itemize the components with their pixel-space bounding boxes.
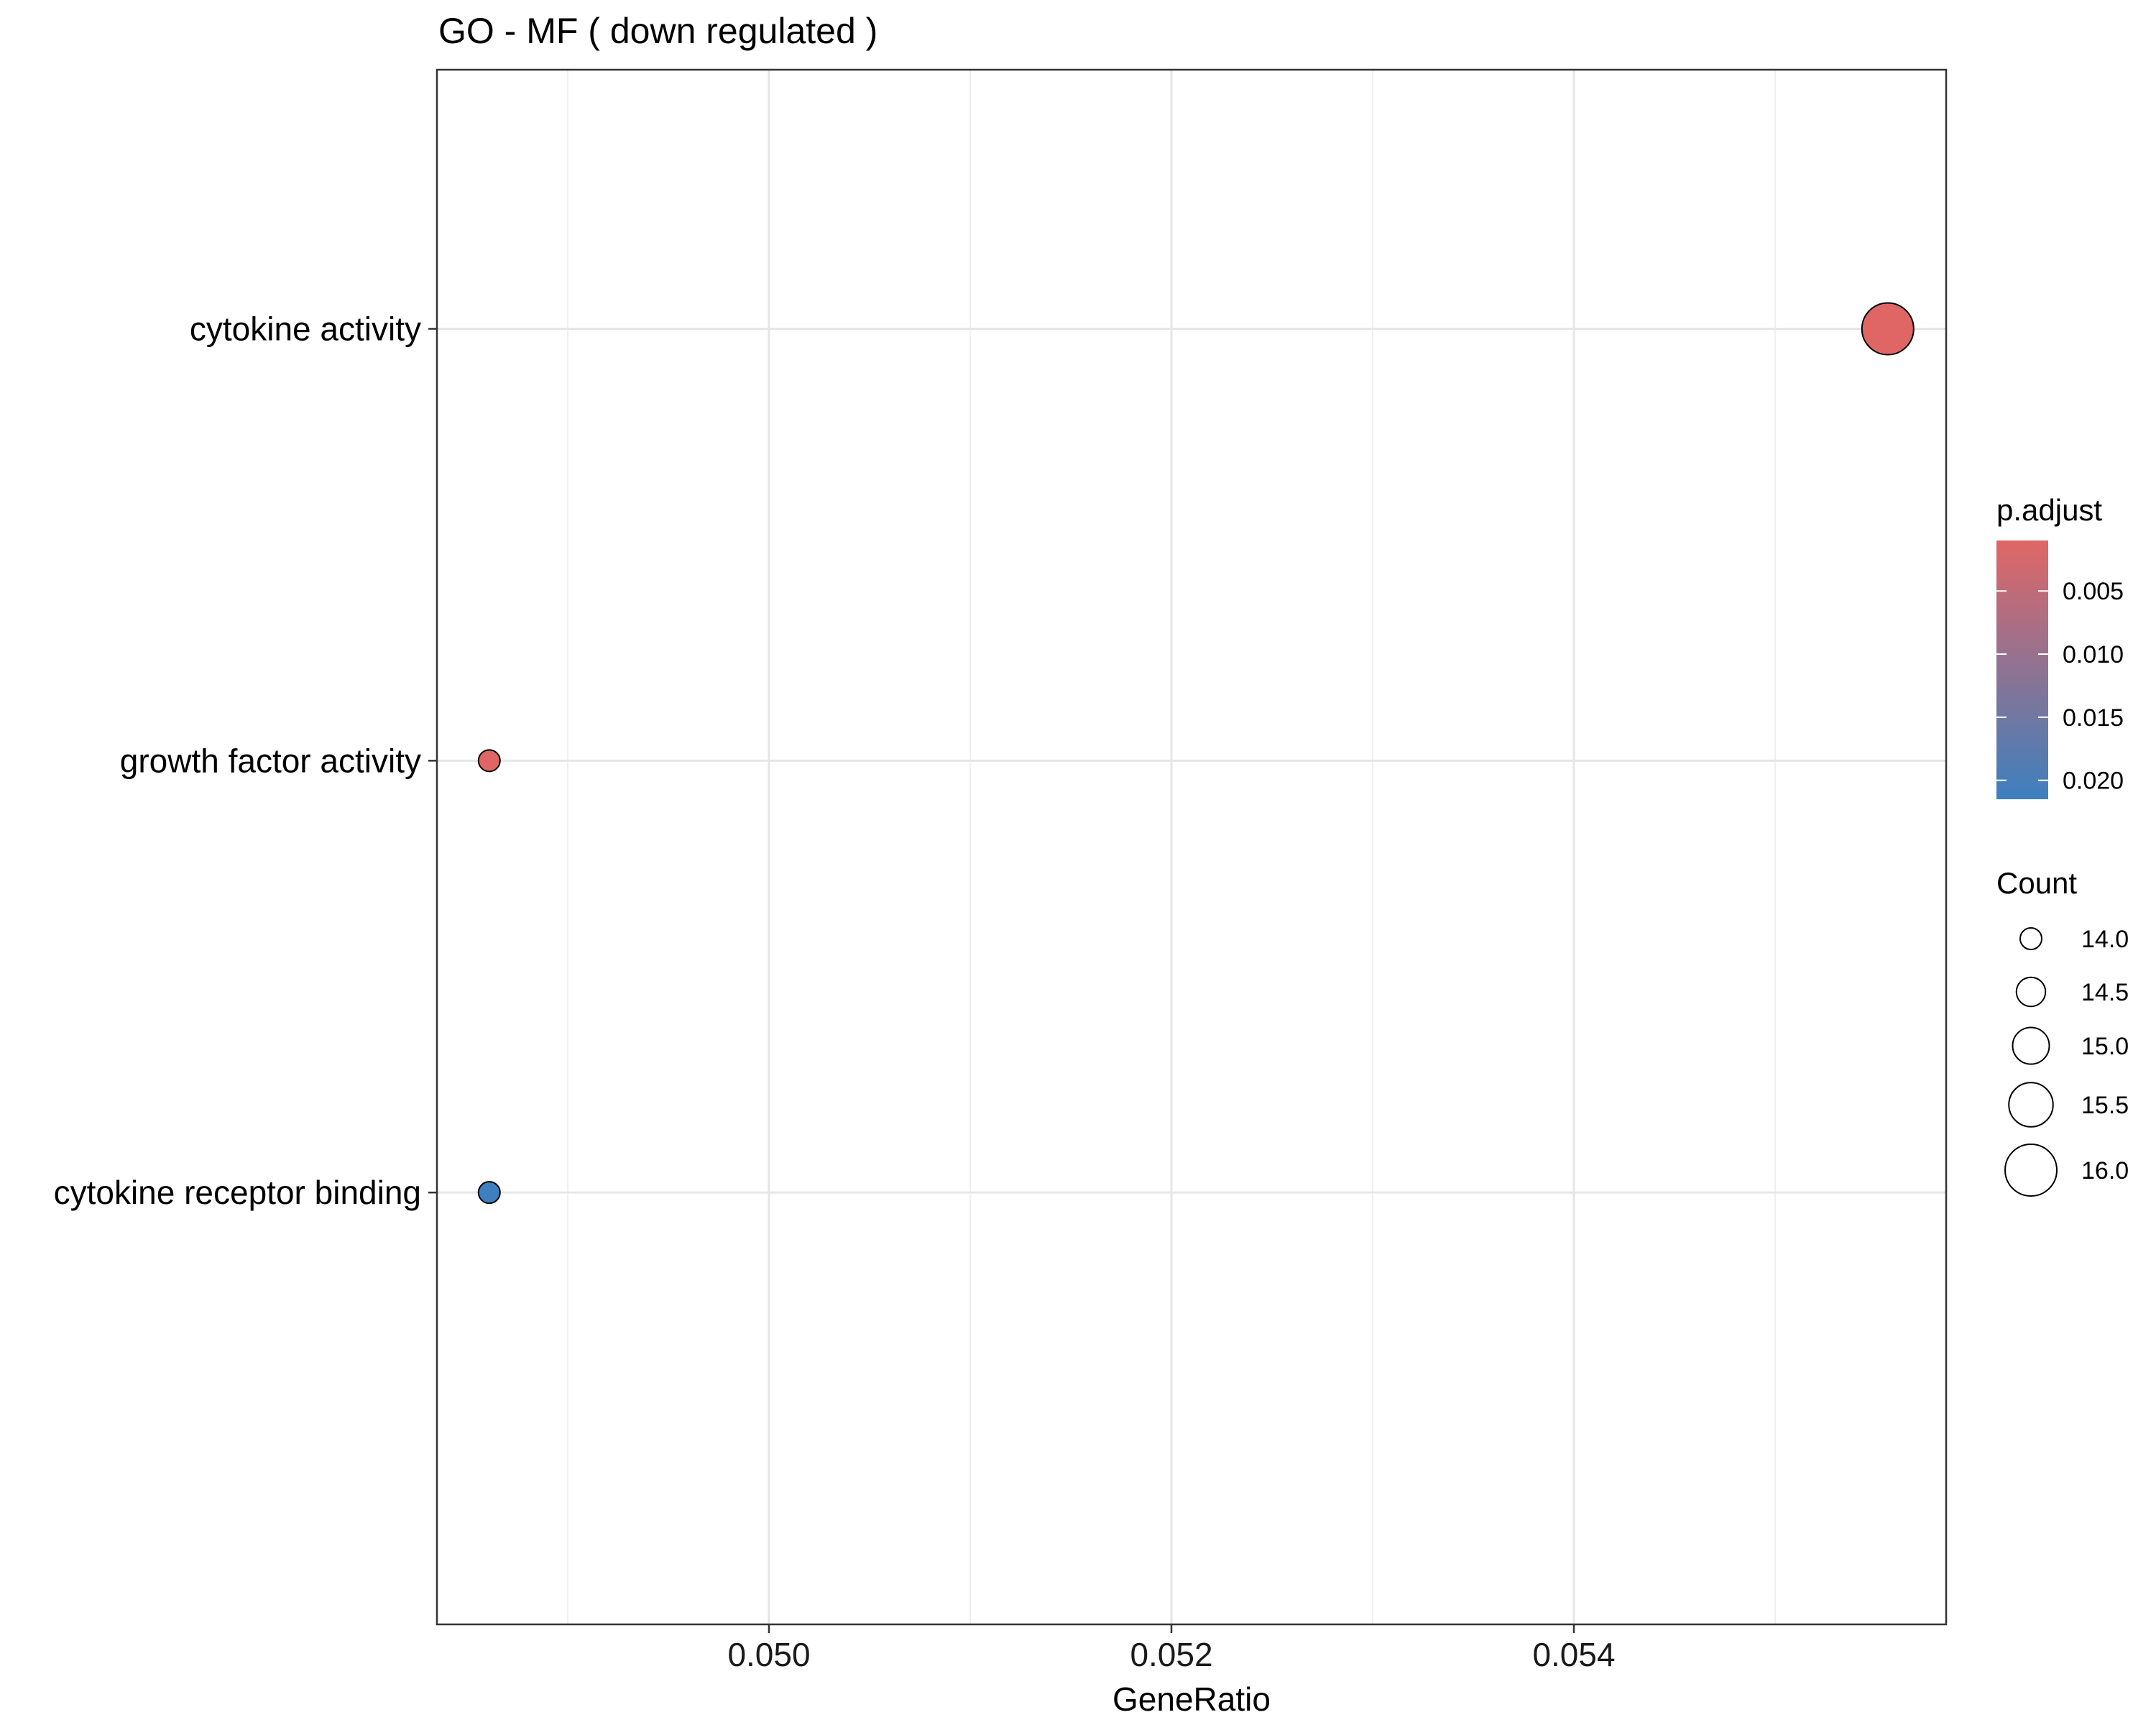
- count-legend-label: 15.0: [2081, 1033, 2129, 1060]
- x-tick-label: 0.054: [1532, 1636, 1615, 1673]
- p-adjust-legend-label: 0.005: [2063, 578, 2124, 605]
- data-point-growth-factor-activity: [477, 749, 501, 773]
- count-legend-circle: [2008, 1082, 2054, 1128]
- p-adjust-legend: p.adjust 0.005 0.010 0.015 0.020: [1996, 493, 2124, 799]
- panel-background: [437, 70, 1946, 1624]
- count-legend-label: 16.0: [2081, 1157, 2129, 1184]
- x-tick-label: 0.052: [1130, 1636, 1212, 1673]
- count-legend-circle: [2012, 1026, 2050, 1065]
- y-tick-label-cytokine-receptor-binding: cytokine receptor binding: [54, 1174, 421, 1211]
- y-tick-label-growth-factor-activity: growth factor activity: [120, 742, 421, 779]
- p-adjust-legend-title: p.adjust: [1996, 493, 2102, 527]
- count-legend-label: 14.5: [2081, 979, 2129, 1006]
- count-legend-circle: [2004, 1144, 2058, 1197]
- count-legend-circle: [2015, 976, 2047, 1008]
- y-tick-label-cytokine-activity: cytokine activity: [190, 310, 421, 348]
- count-legend-label: 14.0: [2081, 926, 2129, 953]
- count-legend-circle: [2019, 927, 2042, 950]
- count-legend: Count 14.0 14.5 15.0 15.5 16.0: [1996, 866, 2129, 1197]
- p-adjust-legend-label: 0.010: [2063, 641, 2124, 668]
- data-point-cytokine-receptor-binding: [477, 1181, 501, 1205]
- count-legend-title: Count: [1996, 866, 2077, 900]
- plot-panel: 0.050 0.052 0.054 cytokine activity growth f…: [54, 68, 1948, 1673]
- chart-title: GO - MF ( down regulated ): [438, 11, 877, 51]
- p-adjust-colorbar: [1996, 540, 2048, 799]
- p-adjust-legend-label: 0.015: [2063, 704, 2124, 732]
- count-legend-label: 15.5: [2081, 1092, 2129, 1119]
- p-adjust-legend-label: 0.020: [2063, 768, 2124, 795]
- panel-border: [436, 68, 1948, 1626]
- x-tick-label: 0.050: [727, 1636, 810, 1673]
- data-point-cytokine-activity: [1861, 302, 1915, 356]
- x-axis-title: GeneRatio: [1112, 1680, 1271, 1718]
